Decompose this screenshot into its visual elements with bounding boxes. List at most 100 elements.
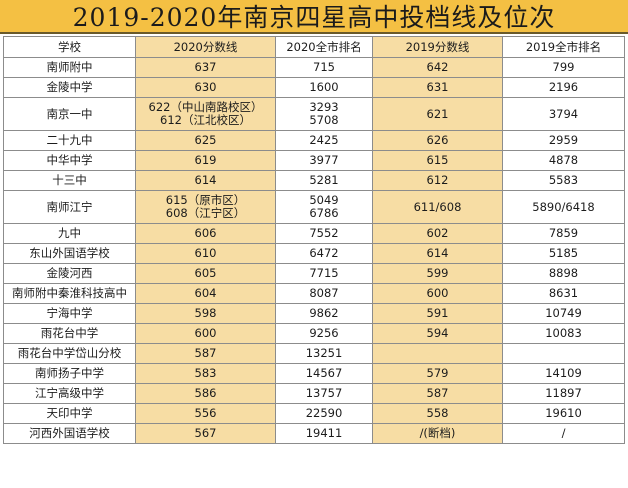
cell-rank-2019: 3794 [502, 97, 625, 131]
cell-score-2019-text: 642 [426, 60, 449, 74]
cell-rank-2019 [502, 343, 625, 364]
cell-rank-2020-text: 22590 [305, 406, 343, 420]
cell-score-2019-text: 615 [426, 153, 449, 167]
cell-score-2019-text: 611/608 [413, 199, 462, 214]
cell-rank-2019: 8631 [502, 283, 625, 304]
cell-score-2020-text: 614 [194, 173, 217, 187]
cell-score-2020-text: 586 [194, 386, 217, 400]
cell-score-2019: 599 [372, 263, 503, 284]
cell-school-text: 二十九中 [46, 133, 93, 147]
cell-score-2019: /(断档) [372, 423, 503, 444]
cell-rank-2019-text: 10749 [545, 306, 582, 320]
cell-school: 江宁高级中学 [3, 383, 136, 404]
cell-score-2019: 612 [372, 170, 503, 191]
cell-school: 雨花台中学岱山分校 [3, 343, 136, 364]
cell-rank-2020-text: 7552 [309, 226, 339, 240]
cell-rank-2019-text: 10083 [545, 326, 582, 340]
table-row: 河西外国语学校 567 19411 /(断档) / [3, 423, 625, 444]
cell-score-2019-text: 614 [426, 246, 449, 260]
table-row: 金陵河西 605 7715 599 8898 [3, 263, 625, 284]
cell-rank-2019: 11897 [502, 383, 625, 404]
cell-score-2019-text: 594 [426, 326, 449, 340]
table-row: 江宁高级中学 586 13757 587 11897 [3, 383, 625, 404]
header-rank-2020: 2020全市排名 [275, 36, 373, 58]
cell-school-text: 河西外国语学校 [29, 426, 110, 440]
cell-score-2020: 604 [135, 283, 276, 304]
cell-rank-2020-text: 3977 [309, 153, 339, 167]
table-row: 九中 606 7552 602 7859 [3, 223, 625, 244]
cell-school: 宁海中学 [3, 303, 136, 324]
cell-rank-2020-text: 19411 [305, 426, 343, 440]
cell-rank-2020: 9256 [275, 323, 373, 344]
cell-school: 金陵河西 [3, 263, 136, 284]
cell-score-2019: 626 [372, 130, 503, 151]
cell-rank-2020: 2425 [275, 130, 373, 151]
cell-rank-2019: 8898 [502, 263, 625, 284]
cell-rank-2020: 13757 [275, 383, 373, 404]
header-row: 学校 2020分数线 2020全市排名 2019分数线 2019全市排名 [3, 36, 625, 58]
cell-score-2020-text: 606 [194, 226, 217, 240]
cell-rank-2020-text: 6472 [309, 246, 339, 260]
cell-score-2019: 587 [372, 383, 503, 404]
cell-rank-2019: 7859 [502, 223, 625, 244]
cell-rank-2020: 3977 [275, 150, 373, 171]
cell-rank-2020-text: 14567 [305, 366, 343, 380]
cell-school-text: 十三中 [52, 173, 87, 187]
cell-score-2019: 591 [372, 303, 503, 324]
cell-score-2020-text: 615（原市区） [165, 193, 246, 207]
cell-score-2020-text: 583 [194, 366, 217, 380]
cell-school: 二十九中 [3, 130, 136, 151]
table-row: 南师扬子中学 583 14567 579 14109 [3, 363, 625, 384]
cell-rank-2020-text: 6786 [309, 206, 339, 220]
header-score-2019: 2019分数线 [372, 36, 503, 58]
cell-rank-2020-text: 715 [313, 60, 335, 74]
cell-score-2019: 600 [372, 283, 503, 304]
cell-rank-2020-text: 9256 [309, 326, 339, 340]
cell-school-text: 南师附中秦淮科技高中 [12, 286, 127, 300]
table-row: 宁海中学 598 9862 591 10749 [3, 303, 625, 324]
cell-rank-2020-text: 5708 [309, 113, 339, 127]
table-row: 十三中 614 5281 612 5583 [3, 170, 625, 191]
cell-score-2020-text: 608（江宁区） [165, 206, 246, 220]
cell-rank-2020: 7715 [275, 263, 373, 284]
cell-score-2019-text: 612 [426, 173, 449, 187]
cell-rank-2020: 6472 [275, 243, 373, 264]
cell-school-text: 九中 [58, 226, 81, 240]
cell-rank-2019: 5890/6418 [502, 190, 625, 224]
cell-score-2020-text: 625 [194, 133, 217, 147]
cell-score-2019-text: 558 [426, 406, 449, 420]
cell-rank-2020: 3293 5708 [275, 97, 373, 131]
cell-rank-2020: 14567 [275, 363, 373, 384]
cell-score-2020-text: 604 [194, 286, 217, 300]
cell-score-2020-text: 556 [194, 406, 217, 420]
cell-score-2019-text: 602 [426, 226, 449, 240]
cell-score-2020-text: 622（中山南路校区） [148, 100, 263, 114]
table-row: 天印中学 556 22590 558 19610 [3, 403, 625, 424]
cell-school-text: 江宁高级中学 [35, 386, 104, 400]
cell-score-2020-text: 637 [194, 60, 217, 74]
cell-rank-2019-text: 2196 [548, 80, 579, 94]
cell-score-2019: 579 [372, 363, 503, 384]
cell-school: 南师附中 [3, 57, 136, 78]
cell-score-2020: 587 [135, 343, 276, 364]
cell-score-2019: 642 [372, 57, 503, 78]
cell-school: 金陵中学 [3, 77, 136, 98]
cell-school-text: 南京一中 [46, 106, 93, 121]
title-bar: 2019-2020年南京四星高中投档线及位次 [0, 0, 628, 34]
cell-school: 南师扬子中学 [3, 363, 136, 384]
ranking-table: 学校 2020分数线 2020全市排名 2019分数线 2019全市排名 南师附… [3, 36, 625, 444]
cell-score-2020-text: 567 [194, 426, 217, 440]
cell-school-text: 南师附中 [46, 60, 93, 74]
cell-rank-2019-text: / [561, 426, 566, 440]
cell-school-text: 南师江宁 [46, 199, 93, 214]
page-title: 2019-2020年南京四星高中投档线及位次 [72, 3, 556, 32]
cell-rank-2019: 5583 [502, 170, 625, 191]
cell-rank-2020-text: 9862 [309, 306, 339, 320]
cell-school: 南师江宁 [3, 190, 136, 224]
cell-school: 十三中 [3, 170, 136, 191]
cell-score-2020: 630 [135, 77, 276, 98]
cell-score-2019-text: 621 [426, 106, 449, 121]
cell-score-2019: 621 [372, 97, 503, 131]
cell-score-2020: 605 [135, 263, 276, 284]
cell-school: 天印中学 [3, 403, 136, 424]
